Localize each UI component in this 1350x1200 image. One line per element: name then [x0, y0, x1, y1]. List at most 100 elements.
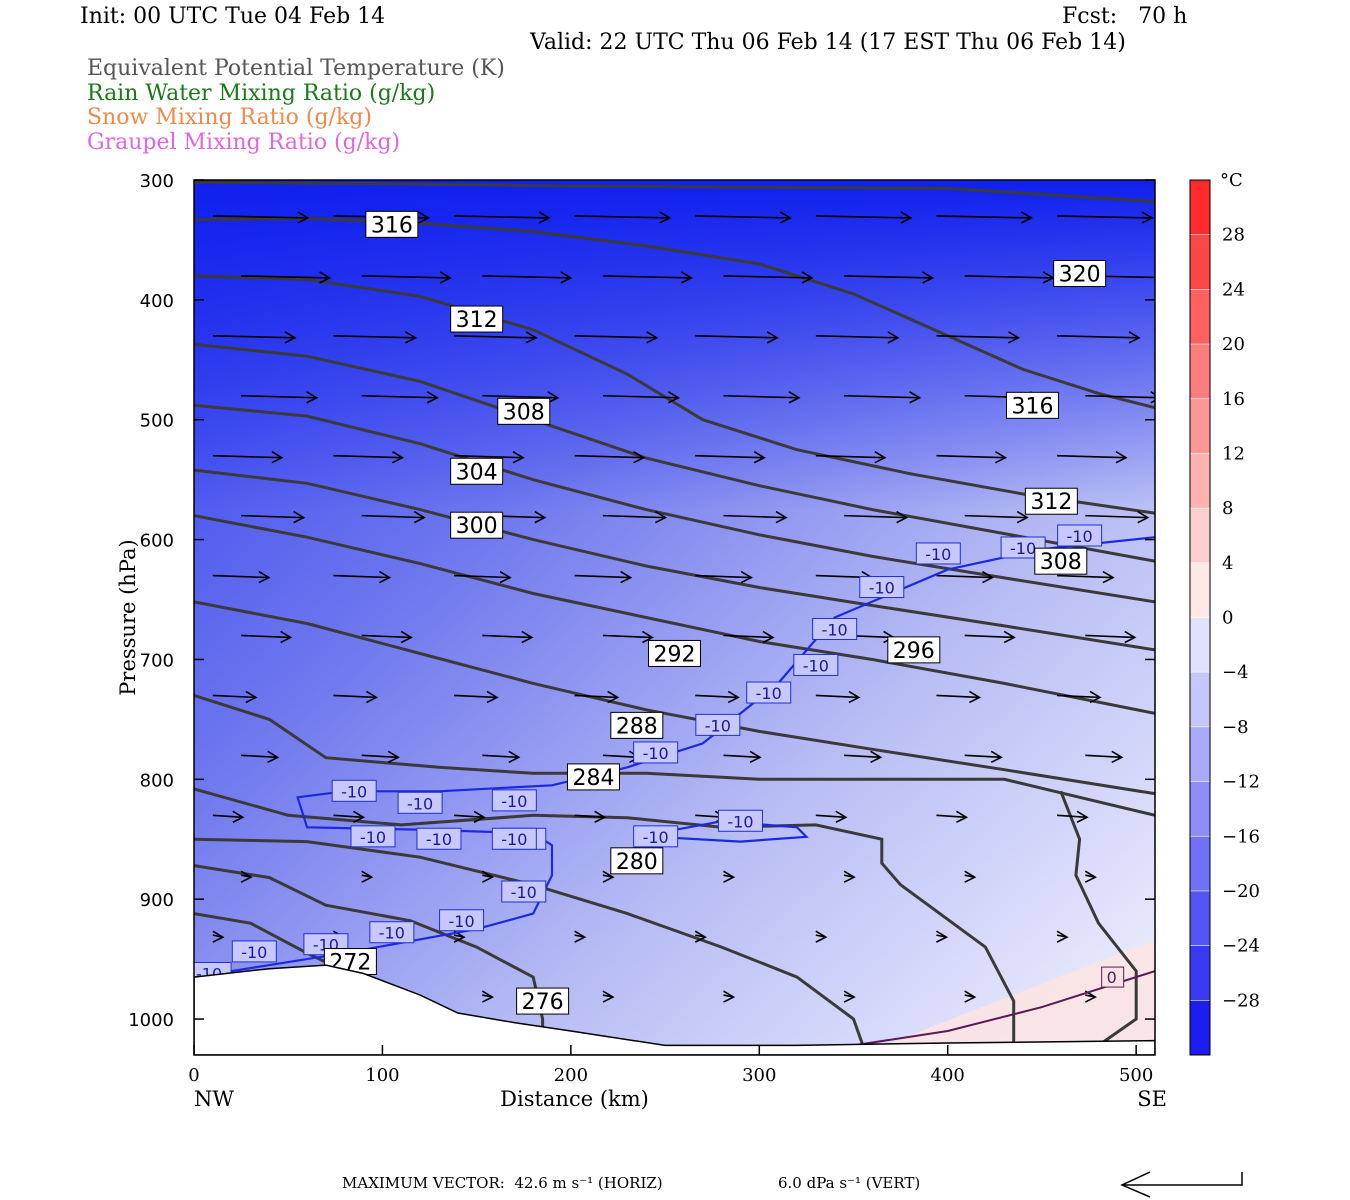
temperature-shading	[194, 180, 1155, 1055]
theta-e-label-box	[887, 636, 941, 664]
wind-arrow	[815, 690, 861, 704]
y-tick-label: 500	[140, 411, 174, 432]
wind-arrow	[844, 510, 909, 524]
wind-arrow	[361, 271, 452, 284]
theta-e-label-box	[450, 511, 504, 539]
y-axis-label: Pressure (hPa)	[116, 539, 140, 695]
reference-vector-arrow	[1120, 1171, 1243, 1198]
isotherm-label-box	[746, 681, 792, 704]
colorbar-tick-label: 4	[1222, 553, 1233, 574]
isotherm-label: -10	[822, 620, 848, 639]
isotherm-label-box	[859, 576, 905, 599]
wind-arrow	[241, 271, 332, 284]
wind-arrow	[602, 391, 681, 404]
y-tick-label: 800	[140, 770, 174, 791]
x-tick-label: 200	[554, 1065, 588, 1086]
wind-arrow	[723, 750, 762, 764]
theta-e-label-box	[1006, 391, 1060, 419]
wind-arrow	[574, 450, 646, 464]
legend-snow: Snow Mixing Ratio (g/kg)	[87, 105, 372, 130]
wind-arrow	[574, 211, 672, 224]
wind-arrow	[361, 750, 400, 764]
colorbar-bin	[1189, 398, 1211, 455]
y-tick-label: 1000	[128, 1010, 174, 1031]
isotherm-label-box	[695, 713, 741, 736]
colorbar-tick-label: −16	[1222, 826, 1260, 847]
wind-arrow	[212, 331, 297, 344]
isotherm-label: -10	[501, 830, 527, 849]
isotherm-label-box	[812, 617, 858, 640]
isotherm-label-box	[633, 741, 679, 764]
isotherm-label: -10	[643, 744, 669, 763]
wind-arrow	[574, 331, 659, 344]
wind-arrow	[574, 930, 587, 943]
wind-arrow	[695, 331, 779, 344]
wind-arrow	[936, 690, 982, 704]
wind-arrow	[964, 630, 1016, 644]
isotherm-label-box	[439, 909, 485, 932]
wind-arrow	[695, 450, 766, 464]
theta-e-label-box	[1053, 259, 1107, 287]
wind-arrow	[1056, 930, 1069, 943]
colorbar-tick-label: 24	[1222, 279, 1245, 300]
y-tick-label: 400	[140, 291, 174, 312]
wind-arrow	[843, 870, 856, 883]
colorbar-tick-label: −8	[1222, 717, 1249, 738]
isotherm-label-box	[491, 789, 537, 812]
colorbar-bin	[1189, 343, 1211, 400]
colorbar-tick-label: 16	[1222, 389, 1245, 410]
wind-arrow	[240, 870, 253, 883]
isotherm-label: -10	[1010, 539, 1036, 558]
isotherm-label: -10	[379, 924, 405, 943]
wind-arrow	[481, 990, 494, 1003]
x-axis-label: Distance (km)	[500, 1087, 649, 1111]
wind-arrow	[1057, 331, 1141, 344]
wind-arrow	[695, 570, 753, 584]
x-tick-label: 500	[1119, 1065, 1153, 1086]
theta-e-contour-304	[194, 403, 1155, 604]
theta-e-label: 284	[572, 766, 614, 791]
colorbar-bin	[1189, 234, 1211, 291]
forecast-hour-label: Fcst: 70 h	[1062, 4, 1188, 29]
colorbar-tick-label: −28	[1222, 990, 1260, 1011]
colorbar-bin	[1189, 835, 1211, 892]
wind-arrow	[602, 630, 655, 644]
reference-vector-line	[1120, 1171, 1243, 1198]
isotherm-label-box	[231, 940, 277, 963]
theta-e-label-box	[610, 847, 664, 875]
colorbar-bin	[1189, 671, 1211, 728]
wind-arrow	[602, 870, 615, 883]
theta-e-label-box	[516, 987, 570, 1015]
y-tick-label: 300	[140, 171, 174, 192]
wind-arrow	[212, 930, 225, 943]
colorbar-tick-label: 0	[1222, 608, 1233, 629]
isotherm-label-box	[915, 542, 961, 565]
colorbar-bin	[1189, 562, 1211, 619]
isotherm-label: -10	[869, 579, 895, 598]
isotherm-label-box	[793, 653, 839, 676]
theta-e-label-box	[497, 397, 551, 425]
wind-arrow	[1085, 750, 1124, 764]
theta-e-contour-292	[194, 600, 1155, 796]
colorbar-bin	[1189, 617, 1211, 673]
theta-e-label: 280	[616, 850, 658, 875]
theta-e-contour-288	[194, 693, 1155, 817]
wind-arrow	[815, 211, 913, 224]
theta-e-label-box	[450, 305, 504, 333]
wind-arrow	[695, 690, 740, 704]
isotherm-label-box	[416, 827, 462, 850]
isotherm-label: -10	[756, 684, 782, 703]
isotherm-label: -10	[241, 943, 267, 962]
wind-arrow	[241, 510, 306, 524]
isotherm-label: -10	[341, 782, 367, 801]
theta-e-contour-300	[194, 468, 1155, 652]
colorbar-unit: °C	[1220, 170, 1243, 191]
wind-arrow	[212, 211, 310, 224]
theta-e-label: 320	[1059, 262, 1101, 287]
wind-arrow	[723, 870, 736, 883]
isotherm-label: -10	[643, 828, 669, 847]
theta-e-contour-268	[1059, 790, 1138, 1047]
isotherm-label-box	[369, 921, 415, 944]
y-tick-label: 600	[140, 531, 174, 552]
zero-label-box	[1101, 966, 1125, 988]
